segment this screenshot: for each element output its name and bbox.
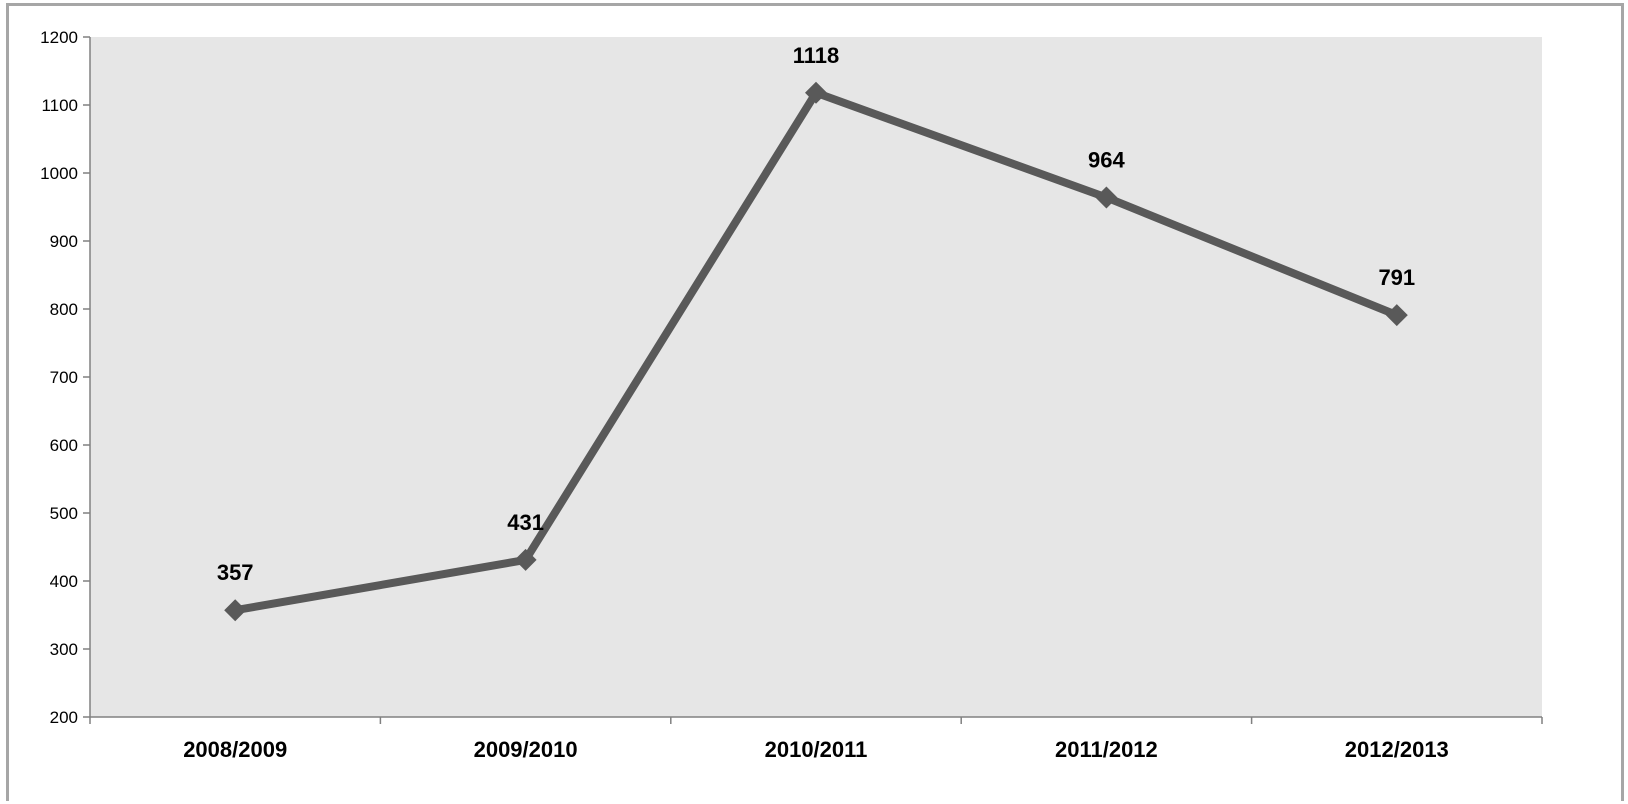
data-point-marker	[224, 599, 247, 622]
data-label: 1118	[793, 43, 840, 68]
y-tick-label: 700	[50, 368, 78, 387]
y-tick-label: 500	[50, 504, 78, 523]
chart-frame: 200 300 400 500 600 700 800 900 1000 1100 1200 200…	[6, 3, 1624, 801]
x-category-label: 2010/2011	[765, 737, 868, 762]
y-tick-label: 1100	[41, 96, 78, 115]
x-axis-ticks: 2008/2009 2009/2010 2010/2011 2011/2012 2012…	[89, 717, 1543, 762]
data-point-marker	[514, 548, 537, 571]
data-label: 357	[217, 560, 254, 585]
data-point-marker	[805, 81, 827, 104]
data-series	[224, 81, 1408, 622]
y-tick-label: 200	[50, 708, 78, 727]
data-labels: 357 431 1118 964 791	[217, 43, 1415, 585]
x-category-label: 2009/2010	[474, 737, 578, 762]
x-category-label: 2011/2012	[1055, 737, 1158, 762]
y-tick-label: 800	[50, 300, 78, 319]
data-point-marker	[1095, 186, 1118, 209]
plot-area	[90, 37, 1542, 717]
y-axis-ticks: 200 300 400 500 600 700 800 900 1000 1100 1200	[40, 28, 90, 727]
y-tick-label: 400	[50, 572, 78, 591]
y-tick-label: 1200	[40, 28, 78, 47]
y-tick-label: 900	[50, 232, 78, 251]
data-label: 431	[507, 510, 544, 535]
y-tick-label: 1000	[40, 164, 78, 183]
data-label: 791	[1378, 265, 1415, 290]
line-chart: 200 300 400 500 600 700 800 900 1000 1100 1200 200…	[40, 28, 1543, 762]
y-tick-label: 600	[50, 436, 78, 455]
x-category-label: 2012/2013	[1345, 737, 1449, 762]
x-category-label: 2008/2009	[183, 737, 287, 762]
y-tick-label: 300	[50, 640, 78, 659]
data-label: 964	[1088, 147, 1125, 172]
data-point-marker	[1385, 304, 1408, 327]
